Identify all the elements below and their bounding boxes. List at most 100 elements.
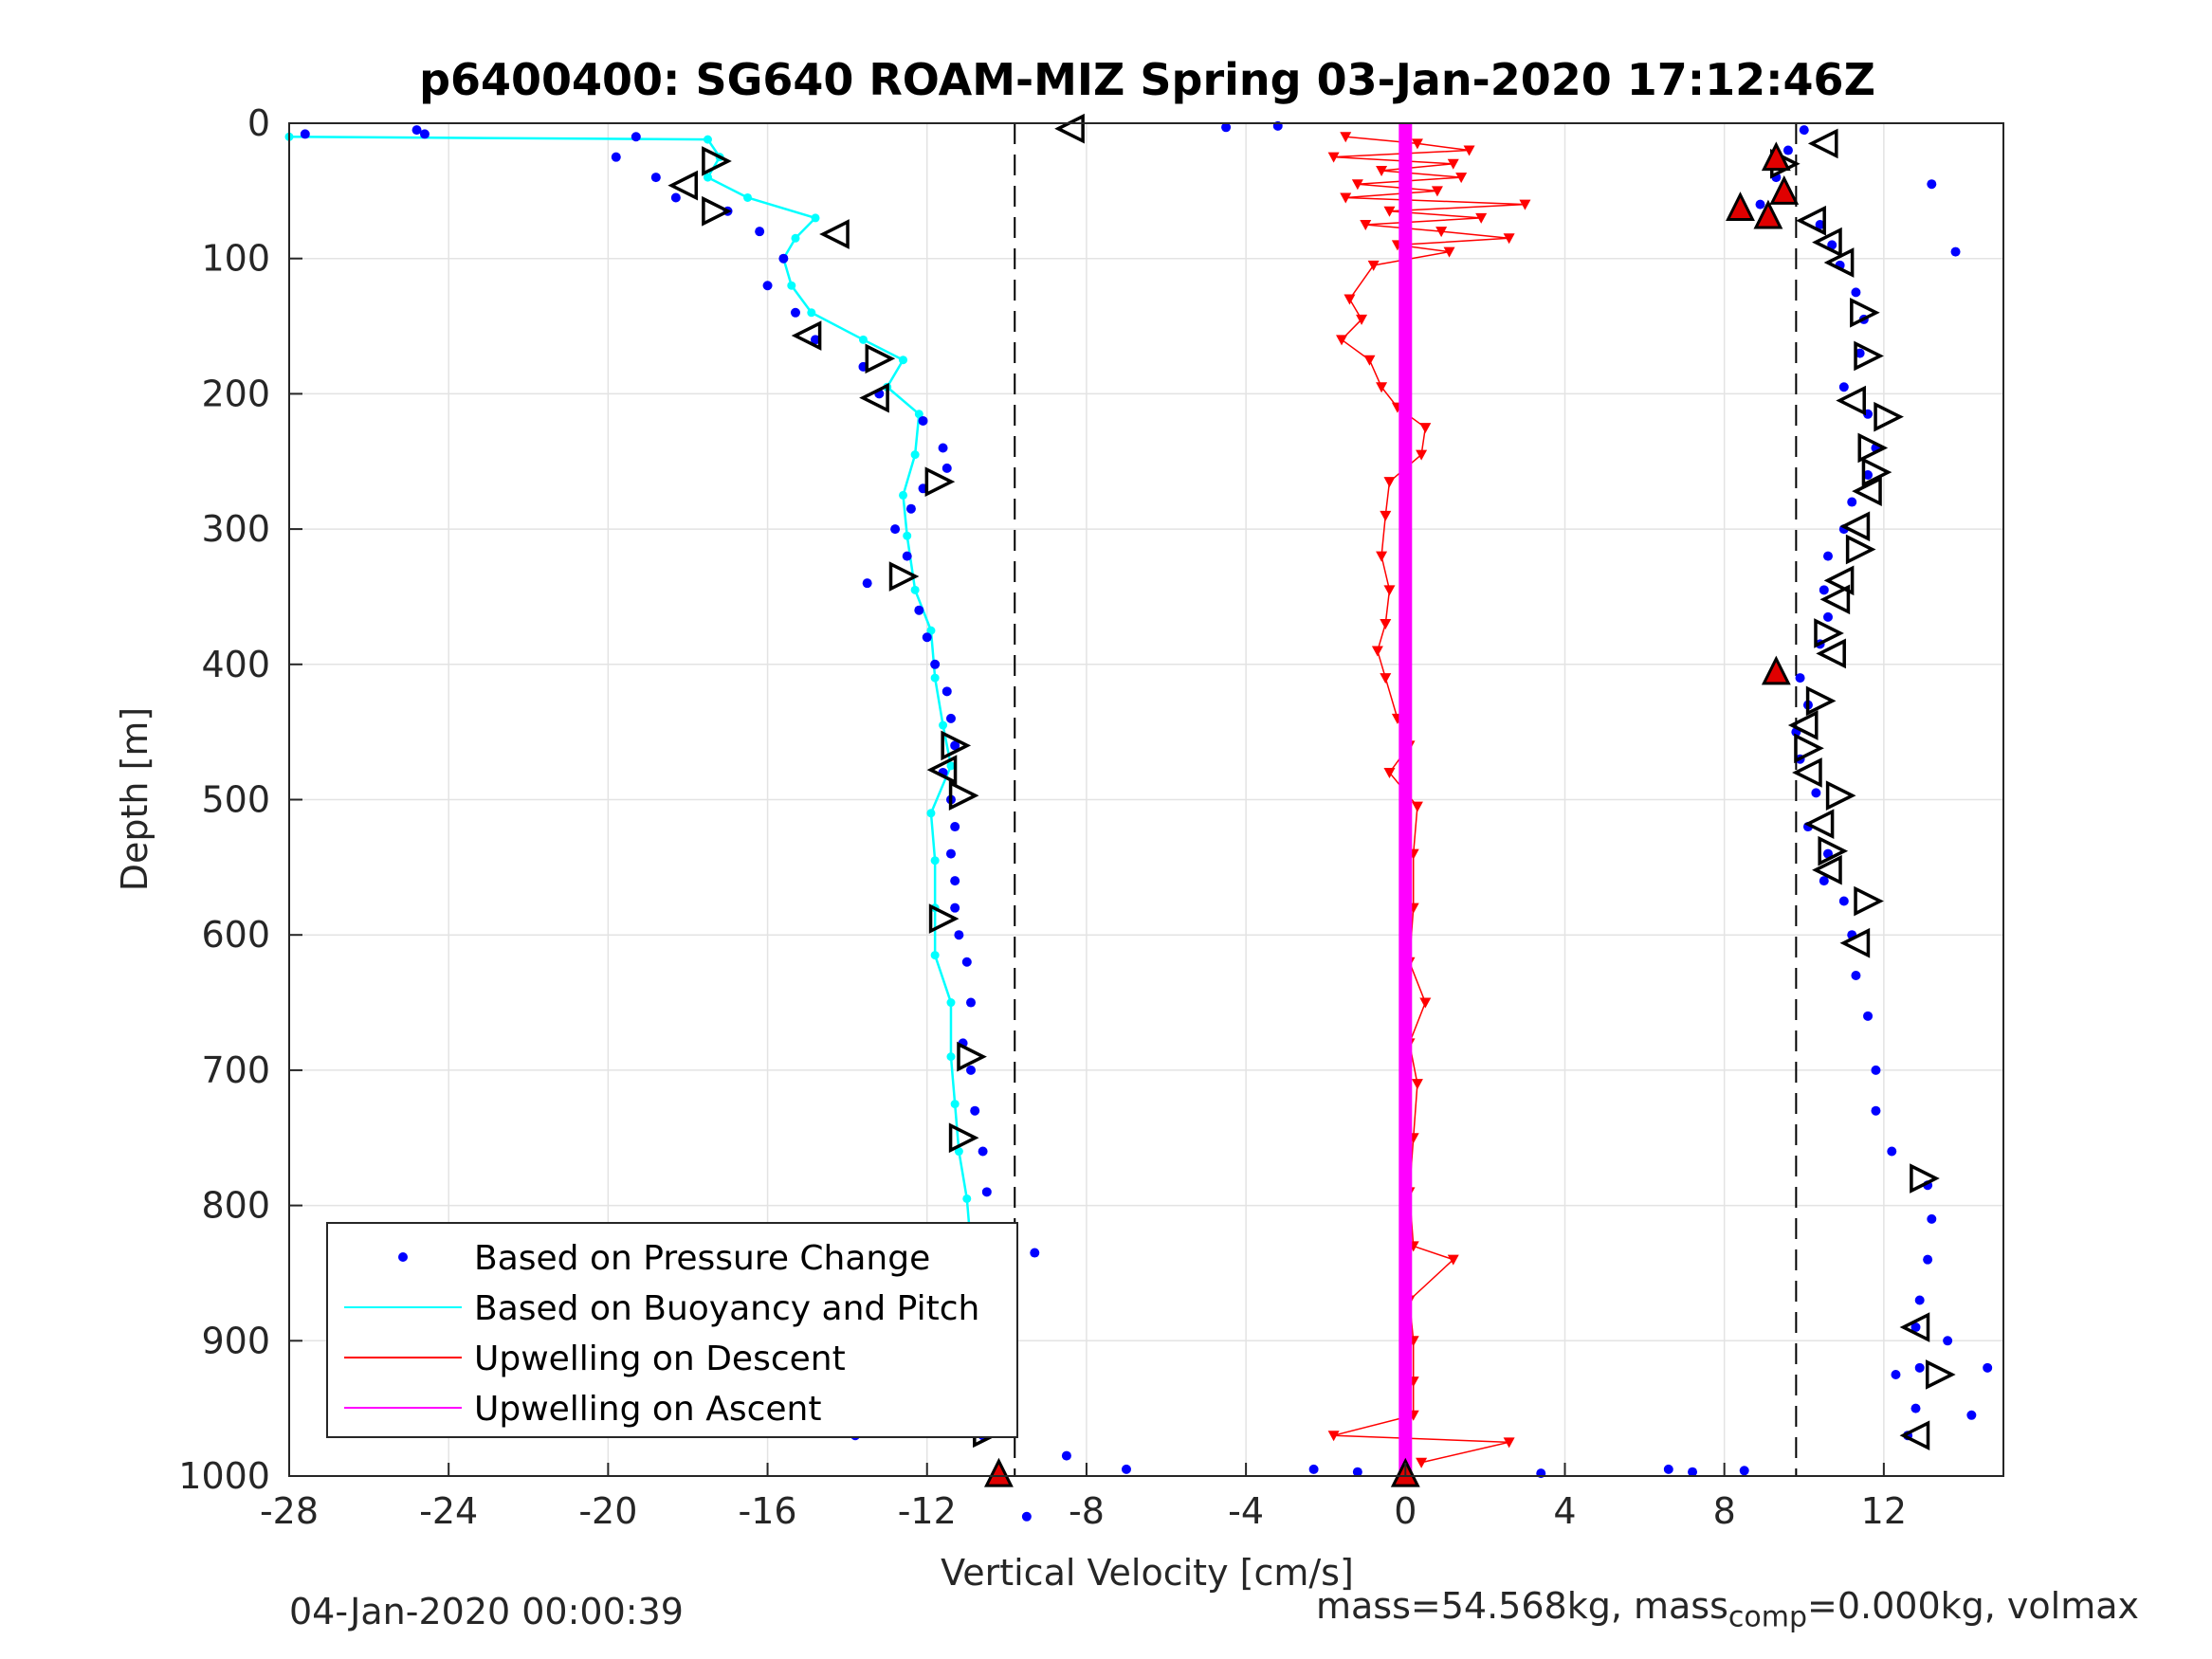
upwelling-descent-point: [1431, 186, 1443, 197]
pressure-change-point: [965, 1065, 976, 1075]
y-axis-label: Depth [m]: [114, 707, 155, 892]
buoyancy-pitch-point: [910, 585, 920, 594]
footer-mass-prefix: mass=54.568kg, mass: [1316, 1585, 1728, 1627]
x-tick-label: -4: [1228, 1490, 1264, 1532]
buoyancy-pitch-point: [946, 761, 956, 771]
pressure-change-point: [762, 281, 773, 291]
pressure-change-point: [1847, 497, 1857, 507]
pressure-change-point: [1819, 876, 1829, 886]
pressure-change-point: [755, 227, 765, 237]
pressure-change-point: [1914, 1295, 1925, 1305]
upwelling-descent-point: [1435, 227, 1448, 238]
buoyancy-pitch-point: [939, 720, 948, 730]
pressure-change-point: [890, 524, 901, 535]
pressure-change-point: [631, 132, 641, 142]
pressure-change-point: [918, 415, 928, 426]
upwelling-descent-point: [1419, 423, 1432, 434]
pressure-change-point: [954, 930, 964, 940]
pressure-change-point: [1755, 199, 1765, 210]
buoyancy-pitch-point: [899, 490, 908, 500]
y-tick-label: 500: [201, 779, 270, 821]
pitch-roll-marker: [924, 466, 956, 497]
pitch-roll-marker: [1787, 710, 1819, 740]
upwelling-descent-point: [1380, 510, 1392, 521]
pitch-roll-marker: [1899, 1312, 1930, 1342]
upwelling-descent-point: [1363, 355, 1376, 366]
pitch-roll-marker: [1861, 457, 1892, 487]
x-tick-label: 12: [1861, 1490, 1907, 1532]
pressure-change-point: [970, 1105, 980, 1116]
y-tick-label: 200: [201, 373, 270, 414]
chart-title: p6400400: SG640 ROAM-MIZ Spring 03-Jan-2…: [419, 54, 1875, 105]
pressure-change-point: [1887, 1146, 1897, 1157]
y-tick-label: 300: [201, 508, 270, 550]
pressure-change-point: [945, 848, 956, 859]
x-tick-label: 0: [1394, 1490, 1417, 1532]
pressure-change-point: [1983, 1362, 1993, 1373]
pitch-roll-marker: [1836, 385, 1866, 416]
y-tick-label: 1000: [178, 1455, 270, 1497]
y-tick-label: 0: [247, 102, 270, 144]
pitch-roll-marker: [948, 1122, 979, 1154]
y-tick-label: 800: [201, 1185, 270, 1227]
red-triangle-marker: [1753, 199, 1783, 229]
y-tick-label: 600: [201, 914, 270, 956]
upwelling-descent-point: [1380, 673, 1392, 684]
pitch-roll-marker: [1816, 638, 1846, 669]
pressure-change-point: [1811, 788, 1821, 798]
buoyancy-pitch-point: [954, 1147, 963, 1157]
upwelling-descent-point: [1383, 585, 1396, 596]
pressure-change-point: [950, 740, 960, 751]
pitch-roll-marker: [948, 780, 979, 811]
legend-label: Based on Buoyancy and Pitch: [474, 1289, 979, 1328]
buoyancy-pitch-point: [899, 356, 908, 365]
footer-mass-suffix: =0.000kg, volmax: [1807, 1585, 2140, 1627]
upwelling-descent-point: [1327, 1431, 1340, 1442]
pressure-change-point: [1914, 1362, 1925, 1373]
y-tick-label: 700: [201, 1049, 270, 1091]
pressure-change-point: [419, 129, 430, 139]
pitch-roll-marker: [1812, 854, 1842, 885]
y-tick-label: 900: [201, 1320, 270, 1361]
pitch-roll-marker: [1823, 247, 1855, 278]
pressure-change-point: [1851, 287, 1861, 298]
pitch-roll-marker: [667, 170, 699, 201]
upwelling-descent-point: [1367, 260, 1380, 271]
pressure-change-point: [1910, 1403, 1921, 1413]
pressure-change-point: [950, 822, 960, 832]
upwelling-descent-point: [1411, 1079, 1423, 1090]
buoyancy-pitch-point: [946, 1052, 956, 1062]
pitch-roll-marker: [1910, 1163, 1940, 1194]
pressure-change-point: [1030, 1248, 1040, 1258]
pressure-change-point: [1863, 1011, 1874, 1021]
buoyancy-pitch-point: [926, 809, 936, 818]
x-tick-label: -12: [898, 1490, 957, 1532]
pressure-change-point: [650, 173, 661, 183]
pressure-change-point: [938, 443, 948, 453]
upwelling-descent-point: [1447, 158, 1459, 170]
pitch-roll-marker: [957, 1041, 987, 1072]
upwelling-descent-point: [1455, 173, 1468, 184]
pressure-change-point: [811, 335, 821, 345]
x-tick-label: -8: [1069, 1490, 1105, 1532]
pitch-roll-marker: [888, 561, 920, 592]
pressure-change-point: [978, 1146, 988, 1157]
pitch-roll-marker: [926, 755, 958, 785]
red-triangle-marker: [1761, 141, 1791, 172]
pressure-change-point: [862, 578, 872, 589]
upwelling-descent-point: [1383, 206, 1396, 217]
buoyancy-pitch-point: [930, 951, 940, 960]
pressure-change-point: [1966, 1410, 1977, 1420]
pressure-change-point: [965, 997, 976, 1008]
red-triangle-marker: [984, 1457, 1014, 1487]
pitch-roll-marker: [865, 343, 896, 374]
pressure-change-point: [941, 463, 952, 473]
pitch-roll-marker: [791, 320, 822, 351]
pressure-change-point: [930, 659, 941, 669]
pressure-change-point: [941, 686, 952, 697]
buoyancy-pitch-point: [914, 410, 923, 419]
y-tick-label: 400: [201, 644, 270, 685]
pressure-change-point: [1799, 125, 1809, 136]
upwelling-descent-point: [1344, 294, 1356, 305]
